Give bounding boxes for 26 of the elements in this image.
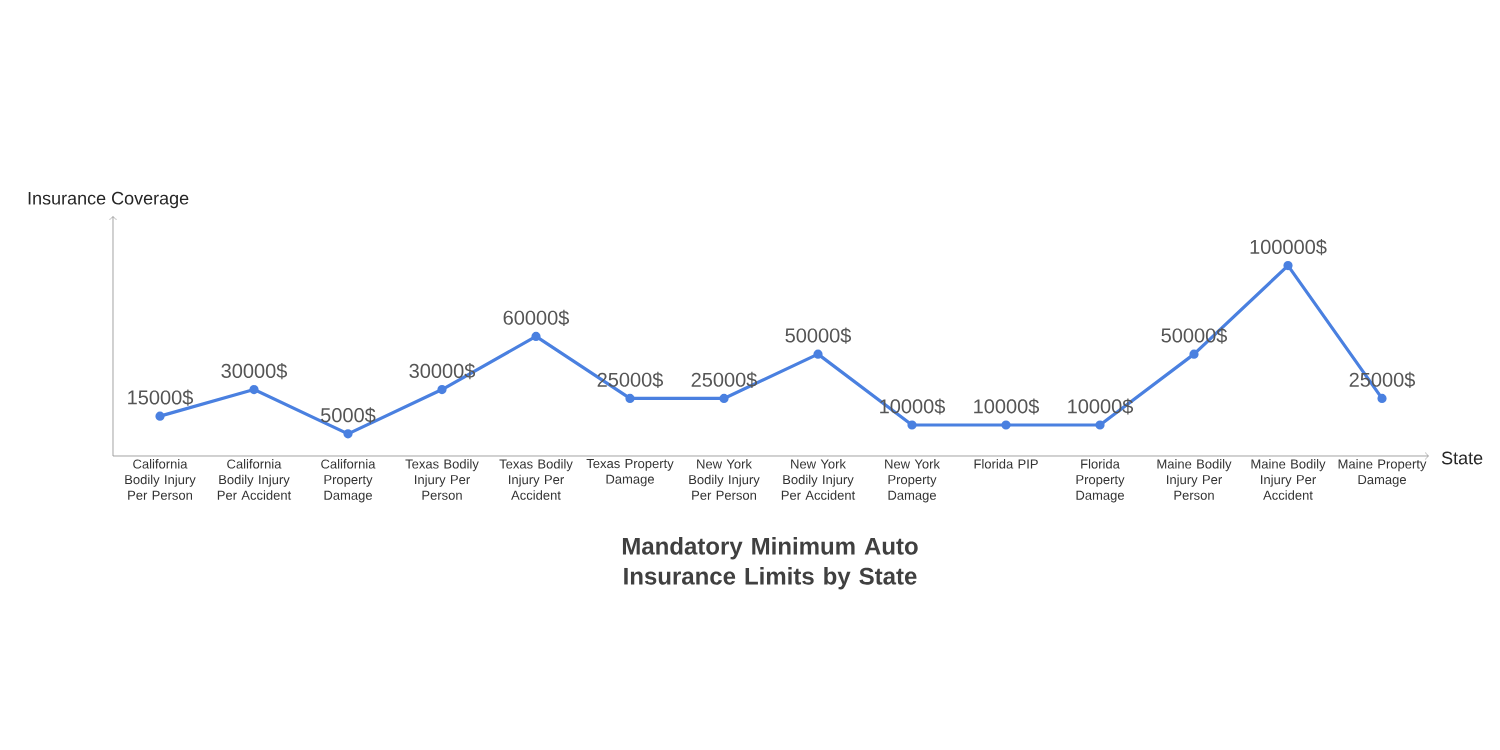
x-axis-title: State — [1441, 451, 1483, 465]
point — [719, 393, 729, 404]
point — [1283, 260, 1293, 271]
point — [1001, 420, 1011, 430]
point — [1377, 393, 1387, 404]
point — [437, 384, 447, 395]
point — [1189, 349, 1199, 359]
point — [813, 349, 823, 359]
data-label: 5000$ — [321, 407, 376, 424]
text: Mandatory Minimum Auto Insurance Limits by State — [622, 537, 918, 590]
data-label: 50000$ — [785, 327, 852, 344]
data-label: 30000$ — [221, 362, 288, 380]
point — [343, 429, 353, 439]
point — [155, 411, 165, 421]
point — [907, 420, 917, 430]
data-label: 30000$ — [409, 362, 476, 380]
data-label: 10000$ — [974, 398, 1040, 415]
data-label: 25000$ — [691, 371, 758, 389]
data-label: 15000$ — [128, 389, 194, 406]
data-label: 60000$ — [503, 309, 570, 327]
y-axis-title: Insurance Coverage — [28, 191, 189, 209]
data-label: 100000$ — [1250, 239, 1327, 256]
point — [249, 384, 259, 395]
point — [625, 393, 635, 404]
point — [1095, 420, 1105, 430]
point — [531, 331, 541, 342]
